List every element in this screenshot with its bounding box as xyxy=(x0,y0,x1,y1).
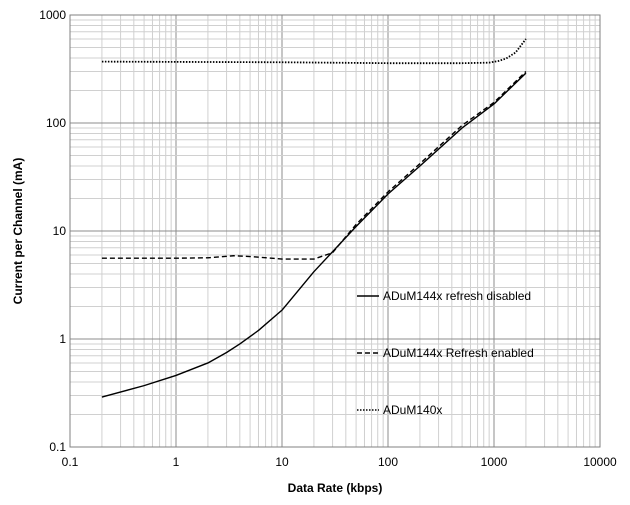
series-lines xyxy=(101,38,527,398)
plot-border xyxy=(69,14,601,448)
grid xyxy=(69,15,600,448)
x-tick-label: 10000 xyxy=(583,455,617,469)
legend-label-refresh-enabled: ADuM144x Refresh enabled xyxy=(383,346,534,360)
legend-label-adum140x: ADuM140x xyxy=(383,403,442,417)
x-tick-label: 10 xyxy=(275,455,289,469)
x-tick-label: 0.1 xyxy=(62,455,79,469)
y-tick-label: 0.1 xyxy=(49,440,66,454)
x-tick-label: 1 xyxy=(173,455,180,469)
y-tick-label: 1 xyxy=(59,332,66,346)
y-tick-label: 10 xyxy=(53,224,67,238)
y-tick-label: 1000 xyxy=(39,8,66,22)
series-line-adum140x xyxy=(101,38,527,65)
tick-labels: 0.1 1 10 100 1000 10000 0.1 1 10 100 1000 xyxy=(39,8,617,469)
legend: ADuM144x refresh disabled ADuM144x Refre… xyxy=(357,289,534,417)
x-tick-label: 1000 xyxy=(481,455,508,469)
y-tick-label: 100 xyxy=(46,116,66,130)
x-tick-label: 100 xyxy=(378,455,398,469)
series-line-refresh-enabled xyxy=(101,70,527,260)
series-line-refresh-disabled xyxy=(101,72,527,398)
legend-label-refresh-disabled: ADuM144x refresh disabled xyxy=(383,289,531,303)
y-axis-title: Current per Channel (mA) xyxy=(11,158,25,305)
x-axis-title: Data Rate (kbps) xyxy=(288,481,383,495)
